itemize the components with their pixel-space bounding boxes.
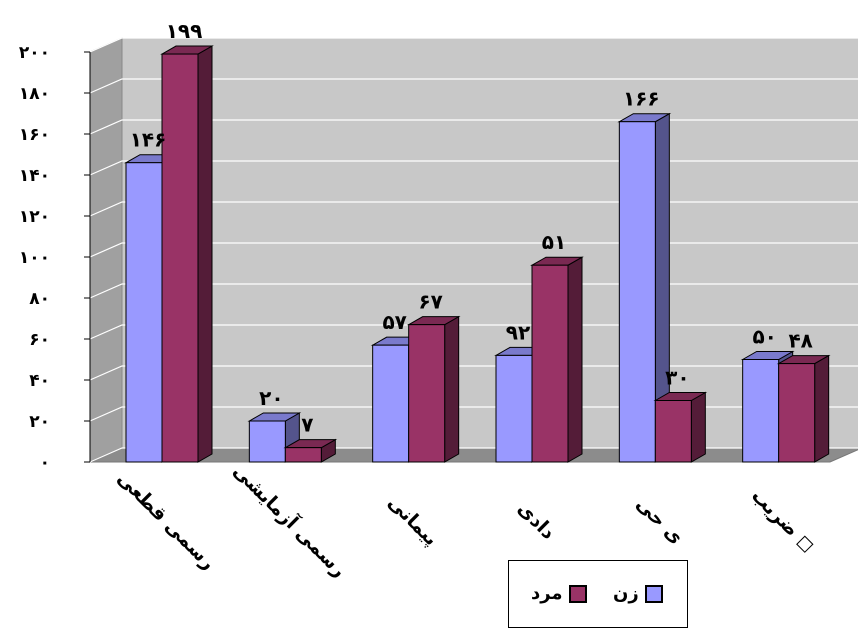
y-tick-label: ۲۰۰ [19,43,50,63]
y-tick-label: ۱۶۰ [19,125,50,145]
gridline [89,406,858,422]
legend-item-men: مرد [531,583,587,604]
data-label-men-3: ۵۱ [542,230,566,254]
bar-front-face [654,400,692,463]
category-label-2: پیمانی [384,491,443,550]
data-label-men-5: ۴۸ [788,329,812,353]
bar-men-3 [530,256,584,463]
gridline [89,283,858,299]
data-label-men-1: ۷ [301,413,313,437]
gridline [89,37,858,53]
bar-front-face [161,53,199,463]
bar-side-face [690,391,706,463]
y-tick-label: ۰ [40,453,50,473]
legend-swatch-men [568,584,587,603]
bar-front-face [742,359,780,463]
legend-label-men: مرد [531,583,563,604]
category-label-3: دادی [513,498,559,544]
gridline [89,365,858,381]
y-tick-label: ۸۰ [29,289,50,309]
y-tick-label: ۱۴۰ [19,166,50,186]
category-label-4: ی حی [632,493,688,549]
data-label-women-0: ۱۴۶ [130,128,167,152]
gridline [89,78,858,94]
bar-front-face [248,420,286,463]
bar-front-face [778,363,816,463]
data-label-women-1: ۲۰ [259,386,283,410]
bar-front-face [495,354,533,463]
y-tick-label: ۶۰ [29,330,50,350]
bar-men-5 [776,354,831,463]
category-label-5: ضریب ◻ [747,485,819,557]
bar-front-face [125,162,163,463]
bar-front-face [618,121,656,463]
gridline [89,242,858,258]
gridline [89,160,858,176]
legend-label-women: زن [613,583,639,604]
data-label-men-4: ۳۰ [665,366,689,390]
bar-side-face [814,354,830,463]
bar-men-0 [160,45,214,463]
bar-men-4 [653,391,708,463]
legend: مرد زن [508,560,688,628]
category-label-1: رسمی آزمایشی [229,458,352,581]
y-axis: ۰ ۲۰ ۴۰ ۶۰ ۸۰ ۱۰۰ ۱۲۰ ۱۴۰ ۱۶۰ ۱۸۰ ۲۰۰ [19,43,91,473]
y-tick-label: ۱۰۰ [19,248,50,268]
gridline [89,324,858,340]
legend-item-women: زن [613,583,663,604]
data-label-men-0: ۱۹۹ [166,19,203,43]
gridline [89,447,858,463]
bar-women-1 [247,412,302,463]
legend-swatch-women [644,584,663,603]
category-label-0: رسمی قطعی [113,467,220,574]
gridline [89,119,858,135]
bar-front-face [372,344,410,463]
bar-men-1 [283,438,338,463]
bar-women-4 [617,112,672,463]
bars [124,45,831,463]
gridline [89,201,858,217]
data-label-men-2: ۶۷ [418,290,442,314]
data-label-women-5: ۵۰ [752,325,776,349]
bar-front-face [284,447,322,463]
bar-front-face [531,264,569,463]
bar-side-face [444,315,460,463]
data-label-women-2: ۵۷ [382,310,406,334]
bar-men-2 [406,315,461,463]
category-labels: رسمی قطعی رسمی آزمایشی پیمانی دادی ی حی ضریب … [113,458,819,581]
gridlines [89,37,858,463]
bar-side-face [197,45,213,463]
y-tick-label: ۱۸۰ [19,84,50,104]
data-labels: ۱۴۶ ۱۹۹ ۲۰ ۷ ۵۷ ۶۷ ۹۲ ۵۱ ۱۶۶ ۳۰ ۵۰ ۴۸ [130,19,813,437]
y-tick-label: ۴۰ [29,371,50,391]
y-tick-label: ۱۲۰ [19,207,50,227]
y-tick-label: ۲۰ [29,412,50,432]
bar-front-face [408,324,446,463]
bar-side-face [567,256,583,463]
data-label-women-3: ۹۲ [506,320,530,344]
data-label-women-4: ۱۶۶ [623,87,660,111]
